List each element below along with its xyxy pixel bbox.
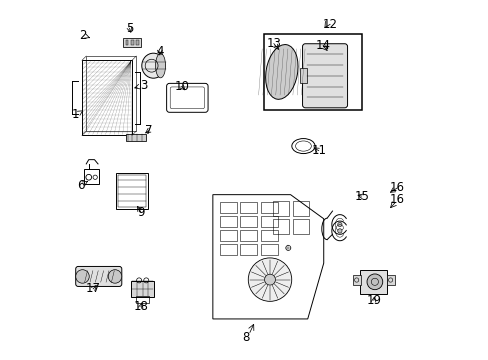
Bar bbox=[240, 202, 257, 213]
Bar bbox=[240, 244, 257, 255]
Bar bbox=[86, 56, 136, 131]
Bar bbox=[292, 201, 308, 216]
Text: 7: 7 bbox=[145, 124, 152, 137]
FancyBboxPatch shape bbox=[76, 266, 122, 287]
Bar bbox=[359, 270, 386, 294]
Bar bbox=[352, 275, 360, 285]
Text: 16: 16 bbox=[389, 193, 404, 206]
Text: 9: 9 bbox=[137, 206, 144, 219]
Bar bbox=[260, 244, 278, 255]
Circle shape bbox=[366, 274, 382, 290]
Bar bbox=[116, 173, 148, 208]
Text: 8: 8 bbox=[242, 332, 249, 345]
Text: 2: 2 bbox=[79, 29, 89, 42]
Text: 12: 12 bbox=[322, 18, 337, 31]
Bar bbox=[118, 175, 146, 207]
Bar bbox=[260, 216, 278, 227]
Text: 19: 19 bbox=[366, 294, 381, 307]
Text: 15: 15 bbox=[353, 190, 368, 203]
Text: 6: 6 bbox=[77, 179, 87, 192]
Bar bbox=[136, 40, 139, 45]
Bar bbox=[273, 201, 289, 216]
Bar bbox=[273, 219, 289, 234]
FancyBboxPatch shape bbox=[302, 44, 347, 108]
Text: 16: 16 bbox=[389, 181, 404, 194]
Text: 14: 14 bbox=[315, 39, 330, 52]
Ellipse shape bbox=[142, 53, 164, 78]
Text: 11: 11 bbox=[311, 144, 325, 157]
Circle shape bbox=[264, 274, 275, 285]
Bar bbox=[299, 68, 307, 84]
Bar bbox=[82, 60, 132, 135]
Text: 1: 1 bbox=[72, 108, 82, 121]
Bar bbox=[84, 169, 99, 184]
Bar bbox=[240, 216, 257, 227]
Bar bbox=[219, 230, 236, 241]
Circle shape bbox=[337, 229, 341, 233]
Text: 3: 3 bbox=[135, 79, 147, 92]
Bar bbox=[125, 40, 128, 45]
Bar bbox=[260, 202, 278, 213]
Bar bbox=[131, 281, 154, 297]
Bar bbox=[264, 33, 362, 111]
Text: 5: 5 bbox=[125, 22, 133, 35]
Circle shape bbox=[337, 222, 341, 226]
Circle shape bbox=[108, 270, 122, 283]
Bar bbox=[240, 230, 257, 241]
Bar bbox=[136, 296, 149, 303]
Bar bbox=[219, 244, 236, 255]
Text: 17: 17 bbox=[85, 283, 101, 296]
Text: 13: 13 bbox=[266, 37, 281, 50]
Text: 18: 18 bbox=[133, 300, 148, 313]
Bar bbox=[260, 230, 278, 241]
Bar bbox=[292, 219, 308, 234]
Text: 4: 4 bbox=[156, 45, 163, 58]
Bar bbox=[131, 40, 134, 45]
Bar bbox=[219, 202, 236, 213]
Bar bbox=[219, 216, 236, 227]
Ellipse shape bbox=[155, 54, 165, 78]
Bar bbox=[123, 38, 141, 47]
Ellipse shape bbox=[265, 45, 297, 99]
Bar bbox=[125, 134, 145, 141]
Circle shape bbox=[248, 258, 291, 301]
Text: 10: 10 bbox=[174, 80, 189, 93]
Circle shape bbox=[76, 270, 89, 283]
Bar bbox=[386, 275, 394, 285]
